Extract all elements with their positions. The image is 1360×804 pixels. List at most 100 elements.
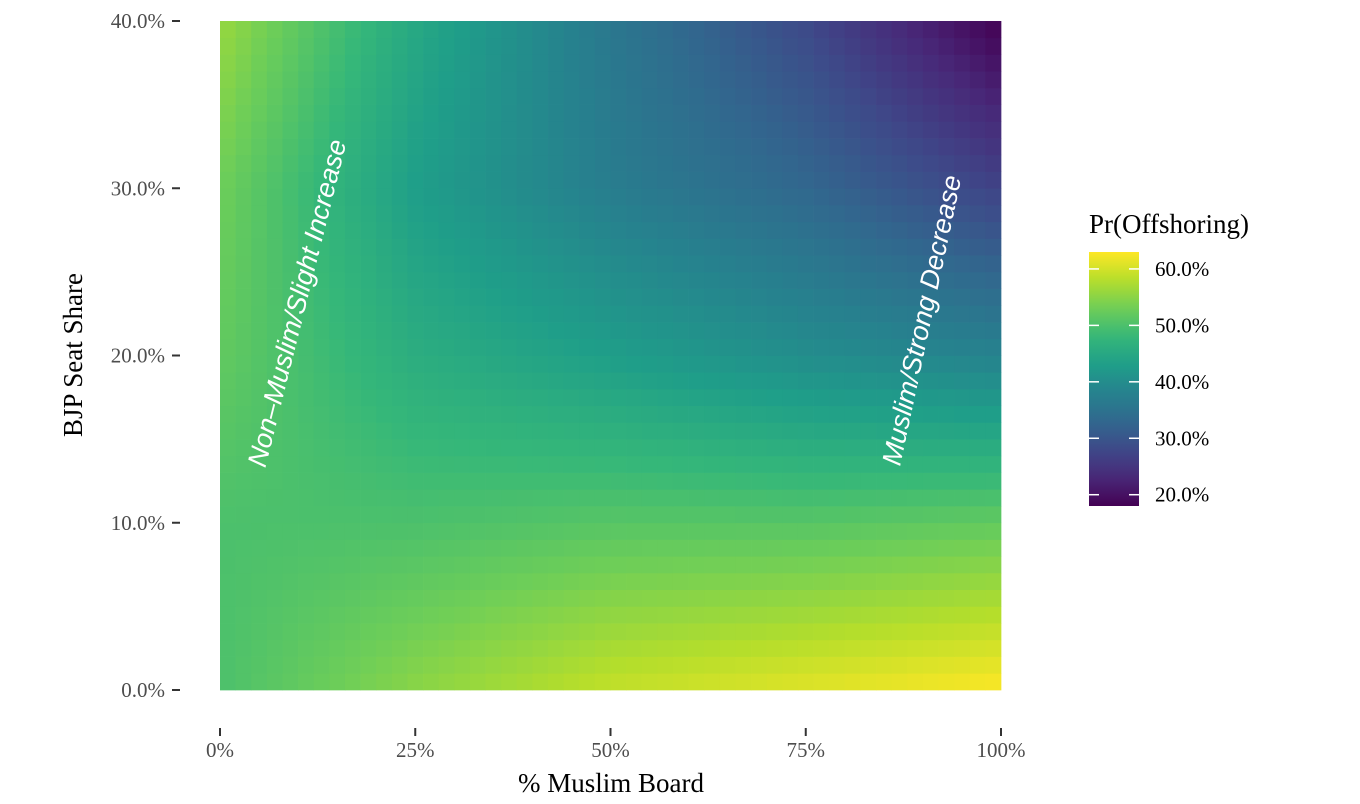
x-axis-title: % Muslim Board [518,768,704,798]
heatmap-cell [266,589,283,607]
heatmap-cell [657,21,674,39]
heatmap-cell [407,673,424,691]
heatmap-cell [532,255,549,273]
heatmap-cell [860,422,877,440]
legend-ticks: 60.0%50.0%40.0%30.0%20.0% [1089,257,1209,507]
heatmap-cell [829,388,846,407]
heatmap-cell [251,154,268,172]
heatmap-cell [469,238,486,256]
heatmap-cell [657,372,674,390]
heatmap-cell [391,305,408,323]
heatmap-cell [251,87,268,105]
heatmap-cell [594,506,611,524]
heatmap-cell [485,439,502,457]
heatmap-cell [313,623,330,641]
heatmap-cell [407,472,424,490]
heatmap-cell [782,405,799,423]
heatmap-cell [782,589,799,607]
heatmap-cell [454,656,471,674]
heatmap-cell [329,138,346,156]
heatmap-cell [610,405,627,423]
heatmap-cell [516,422,533,440]
heatmap-cell [548,54,564,72]
heatmap-cell [220,606,236,624]
heatmap-cell [563,322,580,340]
heatmap-cell [797,238,814,256]
heatmap-cell [860,138,877,156]
heatmap-cell [282,121,299,139]
heatmap-cell [298,656,315,674]
heatmap-cell [298,271,315,289]
heatmap-cell [657,539,674,557]
heatmap-cell [376,589,393,607]
heatmap-cell [407,288,424,306]
heatmap-cell [704,37,721,55]
heatmap-cell [844,472,861,490]
heatmap-cell [751,188,768,206]
heatmap-cell [922,288,939,306]
heatmap-cell [782,255,799,273]
heatmap-cell [313,204,330,223]
heatmap-cell [922,639,939,657]
heatmap-cell [438,355,455,373]
heatmap-cell [860,104,877,122]
heatmap-cell [626,656,643,674]
heatmap-cell [813,54,830,72]
heatmap-cell [329,405,346,423]
heatmap-cell [391,522,408,540]
heatmap-cell [641,556,658,574]
heatmap-cell [485,539,502,557]
heatmap-cell [391,539,408,557]
heatmap-cell [266,322,283,340]
heatmap-cell [610,37,627,55]
heatmap-cell [298,87,315,105]
heatmap-cell [704,439,721,457]
heatmap-cell [657,171,674,189]
heatmap-cell [985,305,1002,323]
heatmap-cell [532,656,549,674]
heatmap-cell [657,405,674,423]
heatmap-cell [719,204,736,223]
heatmap-cell [610,204,627,223]
heatmap-cell [594,271,611,289]
heatmap-cell [766,556,783,574]
heatmap-cell [751,589,768,607]
heatmap-cell [594,255,611,273]
heatmap-cell [235,54,252,72]
heatmap-cell [782,221,799,239]
heatmap-cell [876,271,893,289]
heatmap-cell [672,255,689,273]
heatmap-cell [610,188,627,206]
heatmap-cell [391,271,408,289]
heatmap-cell [235,322,252,340]
heatmap-cell [719,138,736,156]
heatmap-cell [469,623,486,641]
heatmap-cell [922,171,939,189]
heatmap-cell [251,104,268,122]
heatmap-cell [766,673,783,691]
heatmap-cell [376,388,393,407]
heatmap-cell [876,606,893,624]
heatmap-cell [251,489,268,507]
heatmap-cell [266,288,283,306]
heatmap-cell [516,121,533,139]
heatmap-cell [235,355,252,373]
heatmap-cell [891,372,908,390]
heatmap-cell [532,221,549,239]
heatmap-cell [313,455,330,473]
heatmap-cell [626,338,643,356]
heatmap-cell [719,355,736,373]
heatmap-cell [782,472,799,490]
heatmap-cell [407,522,424,540]
heatmap-cell [876,556,893,574]
heatmap-cell [844,271,861,289]
heatmap-cell [797,422,814,440]
heatmap-cell [922,522,939,540]
heatmap-cell [391,338,408,356]
heatmap-cell [579,422,596,440]
legend-tick-label: 50.0% [1155,313,1209,337]
heatmap-cell [454,271,471,289]
heatmap-cell [688,338,705,356]
heatmap-cell [532,572,549,590]
heatmap-cell [251,472,268,490]
